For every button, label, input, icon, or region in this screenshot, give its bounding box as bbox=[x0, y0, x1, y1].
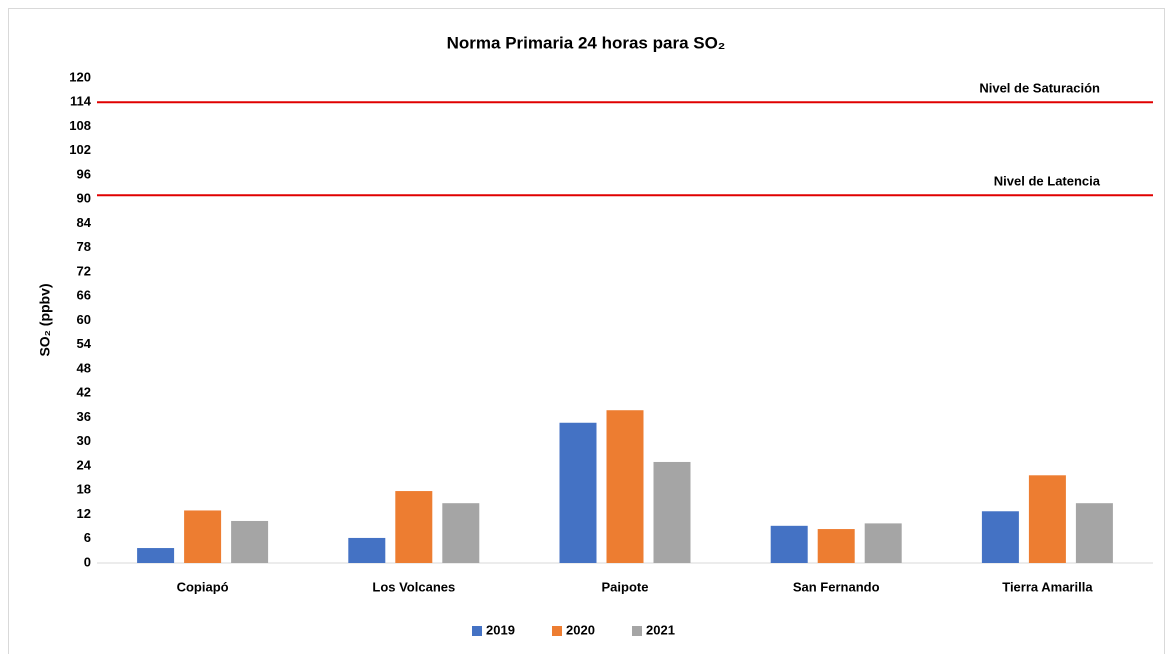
bar bbox=[981, 511, 1019, 563]
y-tick-label: 78 bbox=[77, 239, 91, 254]
bar bbox=[817, 529, 855, 563]
reference-label: Nivel de Latencia bbox=[994, 174, 1101, 189]
legend-label: 2020 bbox=[566, 622, 595, 637]
legend-swatch bbox=[632, 626, 642, 636]
y-axis-label: SO₂ (ppbv) bbox=[37, 283, 53, 356]
y-tick-label: 54 bbox=[77, 336, 92, 351]
bar bbox=[559, 422, 597, 563]
bar bbox=[653, 461, 691, 563]
y-tick-label: 0 bbox=[84, 554, 91, 569]
y-tick-label: 36 bbox=[77, 409, 91, 424]
x-tick-label: Los Volcanes bbox=[372, 579, 455, 594]
y-tick-label: 72 bbox=[77, 263, 91, 278]
bar bbox=[770, 525, 808, 563]
chart-title: Norma Primaria 24 horas para SO₂ bbox=[447, 33, 726, 52]
y-tick-label: 84 bbox=[77, 215, 92, 230]
y-tick-label: 24 bbox=[77, 457, 92, 472]
bar bbox=[1028, 475, 1066, 563]
legend-swatch bbox=[552, 626, 562, 636]
y-tick-label: 102 bbox=[69, 142, 91, 157]
y-tick-label: 42 bbox=[77, 385, 91, 400]
x-tick-label: Copiapó bbox=[177, 579, 229, 594]
x-tick-label: Tierra Amarilla bbox=[1002, 579, 1093, 594]
y-tick-label: 12 bbox=[77, 506, 91, 521]
y-tick-label: 30 bbox=[77, 433, 91, 448]
y-tick-label: 120 bbox=[69, 69, 91, 84]
bar bbox=[348, 537, 386, 563]
y-tick-label: 48 bbox=[77, 360, 91, 375]
x-tick-label: Paipote bbox=[602, 579, 649, 594]
y-tick-label: 60 bbox=[77, 312, 91, 327]
bar bbox=[1075, 503, 1113, 563]
bar bbox=[137, 548, 175, 563]
bar bbox=[442, 503, 480, 563]
bar bbox=[395, 491, 433, 563]
bar bbox=[231, 520, 269, 563]
y-tick-label: 108 bbox=[69, 118, 91, 133]
bar bbox=[864, 523, 902, 563]
legend-label: 2021 bbox=[646, 622, 675, 637]
y-tick-label: 114 bbox=[70, 94, 92, 109]
y-tick-label: 18 bbox=[77, 482, 91, 497]
y-tick-label: 96 bbox=[77, 166, 91, 181]
y-tick-label: 6 bbox=[84, 530, 91, 545]
x-tick-label: San Fernando bbox=[793, 579, 880, 594]
legend-label: 2019 bbox=[486, 622, 515, 637]
y-tick-label: 90 bbox=[77, 191, 91, 206]
reference-label: Nivel de Saturación bbox=[979, 81, 1100, 96]
bar bbox=[184, 510, 222, 563]
y-tick-label: 66 bbox=[77, 288, 91, 303]
bar bbox=[606, 410, 644, 563]
legend-swatch bbox=[472, 626, 482, 636]
